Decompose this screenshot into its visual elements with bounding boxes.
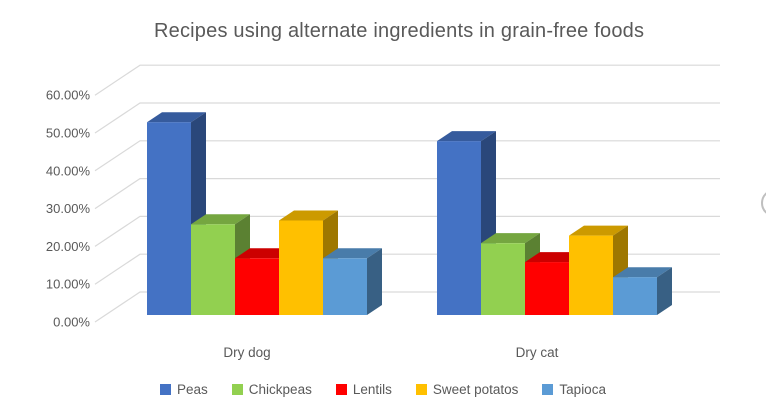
legend-swatch-icon (542, 383, 554, 395)
y-axis-tick-label: 10.00% (46, 277, 91, 292)
y-axis-tick-label: 60.00% (46, 88, 91, 103)
bar-front-face[interactable] (613, 277, 657, 315)
bar-front-face[interactable] (279, 220, 323, 316)
y-axis-tick-label: 40.00% (46, 163, 91, 178)
legend-swatch-icon (160, 383, 172, 395)
legend-label: Peas (177, 381, 208, 397)
legend-item-lentils[interactable]: Lentils (335, 381, 392, 397)
legend-item-tapioca[interactable]: Tapioca (542, 382, 606, 397)
chart-title: Recipes using alternate ingredients in g… (154, 20, 645, 42)
bar-chickpeas[interactable] (191, 214, 250, 315)
bar-tapioca[interactable] (613, 267, 672, 315)
gridline (94, 215, 720, 247)
bar-front-face[interactable] (525, 262, 569, 315)
gridline (94, 178, 720, 210)
bar-front-face[interactable] (191, 224, 235, 315)
bar-side-face[interactable] (657, 267, 672, 315)
legend-swatch-icon (415, 383, 427, 395)
bar-side-face[interactable] (367, 248, 382, 315)
bar-top-face[interactable] (569, 225, 628, 236)
bar-top-face[interactable] (279, 210, 338, 221)
bar-top-face[interactable] (613, 267, 672, 278)
y-axis-tick-label: 20.00% (46, 239, 91, 254)
legend-item-peas[interactable]: Peas (160, 382, 208, 397)
bar-front-face[interactable] (437, 141, 481, 315)
bar-top-face[interactable] (147, 112, 206, 123)
bar-tapioca[interactable] (323, 248, 382, 315)
legend-label: Tapioca (559, 381, 606, 397)
bar-front-face[interactable] (481, 243, 525, 315)
bar-front-face[interactable] (569, 235, 613, 315)
bar-front-face[interactable] (235, 258, 279, 315)
gridline (94, 64, 720, 96)
gridline (94, 102, 720, 134)
legend-label: Lentils (352, 381, 392, 397)
legend-item-sweet-potatos[interactable]: Sweet potatos (415, 381, 519, 397)
category-label: Dry dog (223, 345, 270, 360)
bar-front-face[interactable] (323, 258, 367, 315)
bar-peas[interactable] (147, 112, 206, 315)
category-label: Dry cat (516, 345, 559, 360)
y-axis-tick-label: 50.00% (46, 126, 91, 141)
chart-legend: Peas Chickpeas Lentils Sweet potatos Tapioca (10, 378, 756, 400)
legend-item-chickpeas[interactable]: Chickpeas (231, 381, 312, 397)
bar-top-face[interactable] (437, 131, 496, 142)
bar-top-face[interactable] (481, 233, 540, 244)
legend-swatch-icon (335, 383, 347, 395)
y-axis-tick-label: 0.00% (53, 315, 90, 330)
bar-top-face[interactable] (191, 214, 250, 225)
bar-front-face[interactable] (147, 122, 191, 315)
bar-top-face[interactable] (323, 248, 382, 259)
legend-label: Sweet potatos (432, 381, 519, 397)
gridline (94, 140, 720, 172)
y-axis-tick-label: 30.00% (46, 201, 91, 216)
legend-label: Chickpeas (248, 381, 312, 397)
legend-swatch-icon (231, 383, 243, 395)
